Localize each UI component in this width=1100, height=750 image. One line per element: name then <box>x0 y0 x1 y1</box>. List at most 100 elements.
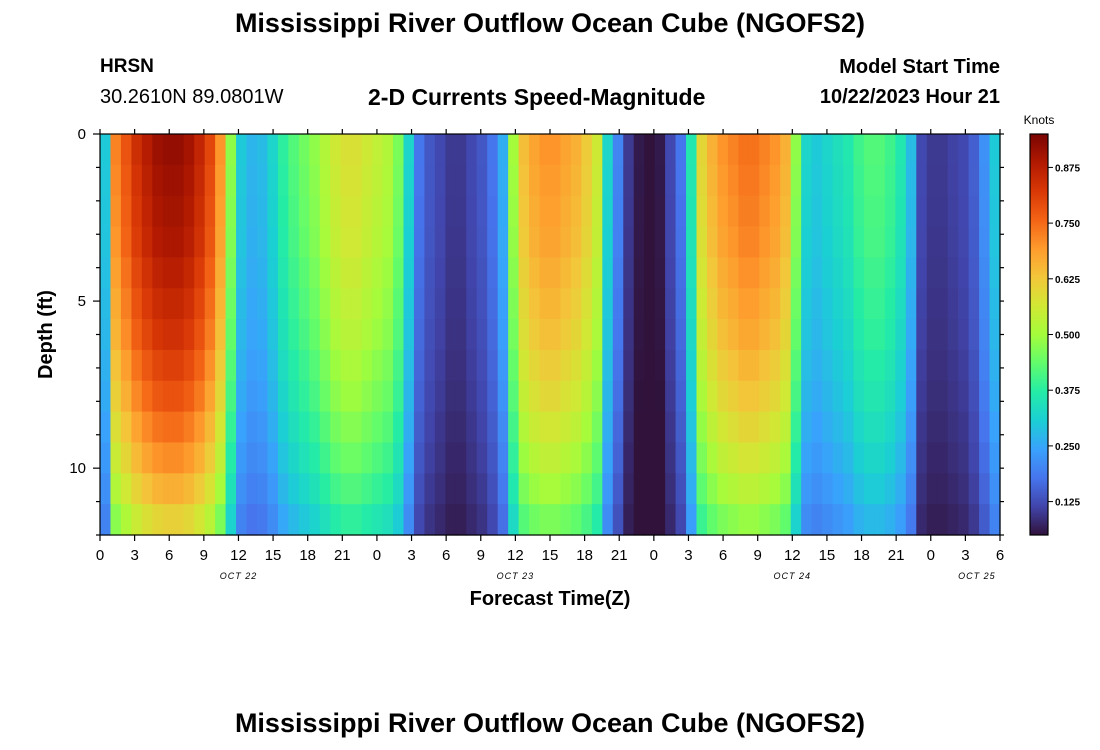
heatmap-cell <box>340 349 352 382</box>
heatmap-cell <box>403 504 415 536</box>
heatmap-cell <box>780 288 792 320</box>
heatmap-cell <box>445 257 457 289</box>
heatmap-cell <box>351 288 363 320</box>
heatmap-cell <box>623 504 635 536</box>
y-axis: 0 5 10 <box>69 126 1004 536</box>
heatmap-cell <box>989 473 1001 505</box>
heatmap-cell <box>905 349 917 382</box>
heatmap-cell <box>319 195 331 228</box>
heatmap-cell <box>508 380 520 413</box>
heatmap-cell <box>434 319 446 351</box>
heatmap-cell <box>288 411 300 444</box>
heatmap-cell <box>131 504 143 536</box>
heatmap-cell <box>518 257 530 289</box>
heatmap-cell <box>382 442 394 474</box>
heatmap-cell <box>633 257 645 289</box>
heatmap-cell <box>916 473 928 505</box>
heatmap-cell <box>539 134 551 166</box>
heatmap-cell <box>581 134 593 166</box>
heatmap-cell <box>351 411 363 444</box>
heatmap-cell <box>937 380 949 413</box>
heatmap-cell <box>874 473 886 505</box>
heatmap-cell <box>162 195 174 228</box>
heatmap-cell <box>811 473 823 505</box>
heatmap-cell <box>550 134 562 166</box>
heatmap-cell <box>759 473 771 505</box>
heatmap-cell <box>194 473 206 505</box>
model-start-value: 10/22/2023 Hour 21 <box>819 86 1000 108</box>
heatmap-cell <box>832 226 844 258</box>
heatmap-cell <box>100 442 112 474</box>
heatmap-cell <box>581 164 593 197</box>
heatmap-cell <box>539 380 551 413</box>
heatmap-cell <box>937 442 949 474</box>
heatmap-cell <box>727 226 739 258</box>
heatmap-cell <box>100 473 112 505</box>
heatmap-cell <box>968 257 980 289</box>
heatmap-cell <box>361 134 373 166</box>
heatmap-cell <box>696 164 708 197</box>
heatmap-cell <box>141 442 153 474</box>
heatmap-cell <box>581 226 593 258</box>
heatmap-cell <box>288 226 300 258</box>
heatmap-cell <box>769 257 781 289</box>
heatmap-cell <box>340 442 352 474</box>
heatmap-cell <box>822 442 834 474</box>
heatmap-cell <box>173 134 185 166</box>
heatmap-cell <box>455 288 467 320</box>
heatmap-cell <box>612 226 624 258</box>
heatmap-cell <box>424 473 436 505</box>
heatmap-cell <box>413 473 426 505</box>
heatmap-cell <box>110 164 122 197</box>
heatmap-cell <box>968 349 980 382</box>
heatmap-cell <box>162 164 174 197</box>
heatmap-cell <box>173 257 185 289</box>
heatmap-cell <box>277 134 289 166</box>
heatmap-cell <box>393 195 405 228</box>
heatmap-cell <box>916 504 928 536</box>
heatmap-cell <box>372 380 384 413</box>
heatmap-cell <box>487 504 499 536</box>
heatmap-cell <box>696 288 708 320</box>
heatmap-cell <box>780 473 792 505</box>
heatmap-cell <box>267 442 279 474</box>
heatmap-cell <box>288 380 300 413</box>
heatmap-cell <box>675 134 687 166</box>
heatmap-cell <box>277 164 289 197</box>
colorbar-tick-label: 0.500 <box>1055 331 1080 342</box>
heatmap-cell <box>612 319 624 351</box>
heatmap-cell <box>644 319 656 351</box>
heatmap-cell <box>801 226 813 258</box>
heatmap-cell <box>236 288 248 320</box>
heatmap-cell <box>162 288 174 320</box>
heatmap-cell <box>236 319 248 351</box>
heatmap-cell <box>926 411 938 444</box>
heatmap-cell <box>612 164 624 197</box>
heatmap-cell <box>508 504 520 536</box>
x-tick-label: 12 <box>507 547 524 564</box>
heatmap-cell <box>654 411 666 444</box>
heatmap-cell <box>215 226 227 258</box>
heatmap-cell <box>204 288 216 320</box>
heatmap-cell <box>539 504 551 536</box>
heatmap-cell <box>602 288 614 320</box>
heatmap-cell <box>769 164 781 197</box>
colorbar-tick-label: 0.875 <box>1055 163 1080 174</box>
heatmap-cell <box>361 257 373 289</box>
heatmap-cell <box>319 257 331 289</box>
heatmap-cell <box>748 504 760 536</box>
heatmap-cell <box>539 164 551 197</box>
heatmap-cell <box>863 411 876 444</box>
heatmap-cell <box>277 195 289 228</box>
heatmap-cell <box>393 164 405 197</box>
heatmap-cell <box>152 349 164 382</box>
heatmap-cell <box>644 195 656 228</box>
heatmap-cell <box>843 226 855 258</box>
heatmap-cell <box>696 442 708 474</box>
date-label: OCT 25 <box>958 571 996 581</box>
heatmap-cell <box>413 288 426 320</box>
heatmap-cell <box>204 226 216 258</box>
heatmap-cell <box>246 473 258 505</box>
heatmap-cell <box>581 504 593 536</box>
heatmap-cell <box>100 226 112 258</box>
